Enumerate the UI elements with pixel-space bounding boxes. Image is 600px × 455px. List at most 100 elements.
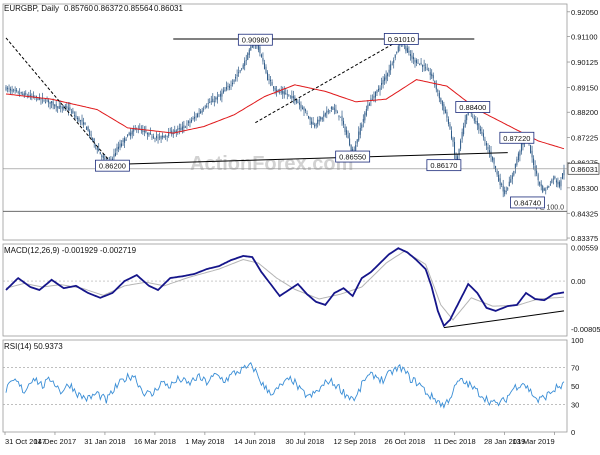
macd-signal-line — [5, 250, 565, 321]
candle-body — [338, 115, 340, 118]
candle-body — [73, 115, 75, 116]
price-annotation: 0.86200 — [95, 159, 130, 172]
candle-body — [119, 143, 121, 148]
candle-body — [5, 86, 7, 91]
panel-frames — [2, 3, 568, 433]
price-y-tick-label: 0.90125 — [571, 58, 598, 67]
candle-body — [460, 140, 462, 149]
candle-body — [473, 117, 475, 121]
candle-body — [411, 55, 413, 59]
candle-body — [57, 106, 59, 108]
candle-body — [145, 130, 147, 133]
candle-body — [70, 111, 72, 113]
candle-body — [432, 75, 434, 79]
candle-body — [560, 180, 562, 187]
price-y-tick-label: 0.84325 — [571, 209, 598, 218]
candle-body — [160, 135, 162, 139]
candle-body — [259, 46, 261, 54]
candle-body — [531, 150, 533, 158]
candle-body — [501, 183, 503, 185]
candle-body — [390, 64, 392, 71]
candle-body — [504, 189, 506, 195]
candle-body — [484, 139, 486, 141]
candle-body — [22, 93, 24, 95]
candle-body — [14, 90, 16, 91]
header-open: 0.85760 — [64, 4, 93, 13]
candle-body — [425, 67, 427, 69]
candle-body — [282, 90, 284, 94]
candle-body — [159, 136, 161, 138]
candle-body — [324, 112, 326, 116]
candle-body — [552, 178, 554, 180]
candle-body — [283, 91, 285, 95]
rsi-y-tick-label: 70 — [571, 364, 579, 373]
candle-body — [230, 84, 232, 86]
candle-body — [83, 122, 85, 125]
annotation-label: 0.86550 — [339, 153, 366, 162]
candle-body — [297, 101, 299, 104]
candle-body — [537, 174, 539, 181]
candle-body — [78, 117, 80, 122]
candle-body — [426, 68, 428, 70]
candle-body — [396, 51, 398, 54]
x-tick-label: 12 Sep 2018 — [333, 437, 376, 446]
candle-body — [321, 117, 323, 120]
candle-body — [382, 80, 384, 85]
candle-body — [551, 179, 553, 183]
candle-body — [268, 79, 270, 81]
candle-body — [194, 117, 196, 119]
watermark-layer: ActionForex.com — [190, 153, 353, 175]
candle-body — [101, 155, 103, 157]
candle-body — [487, 146, 489, 150]
candle-body — [475, 121, 477, 123]
candle-body — [209, 102, 211, 103]
rsi-line — [5, 362, 565, 410]
candle-body — [270, 79, 272, 82]
price-panel: FE 100.0 0.86200 0.90980 0.91010 0.86550 0.88… — [3, 33, 567, 212]
candle-body — [183, 125, 185, 128]
candle-body — [248, 49, 250, 55]
rsi-y-tick-label: 50 — [571, 382, 579, 391]
candle-body — [373, 95, 375, 99]
candle-body — [314, 124, 316, 127]
rsi-y-tick-label: 100 — [571, 336, 584, 345]
macd-y-tick-label: 0.00559 — [571, 244, 598, 253]
candle-body — [175, 130, 177, 132]
candle-body — [520, 143, 522, 152]
candle-body — [417, 62, 419, 64]
candle-body — [222, 90, 224, 93]
candle-body — [288, 94, 290, 96]
annotation-box — [426, 159, 462, 172]
price-y-tick-label: 0.85300 — [571, 184, 598, 193]
last-price-label: 0.86031 — [571, 165, 598, 174]
candle-body — [224, 89, 226, 92]
header-high: 0.86372 — [94, 4, 123, 13]
price-y-tick-label: 0.83375 — [571, 234, 598, 243]
candle-body — [361, 124, 363, 128]
candle-body — [393, 60, 395, 63]
x-tick-label: 28 Jan 2019 — [484, 437, 525, 446]
candle-body — [239, 70, 241, 72]
annotation-label: 0.91010 — [388, 35, 415, 44]
candle-body — [412, 56, 414, 60]
price-y-tick-label: 0.86275 — [571, 158, 598, 167]
candle-body — [292, 96, 294, 99]
x-tick-label: 14 Dec 2017 — [34, 437, 77, 446]
candle-body — [114, 152, 116, 156]
candle-body — [371, 99, 373, 101]
candle-body — [355, 144, 357, 151]
candle-body — [502, 185, 504, 192]
candle-body — [376, 90, 378, 94]
candle-body — [452, 138, 454, 142]
candle-body — [200, 111, 202, 114]
x-tick-label: 31 Jan 2018 — [84, 437, 125, 446]
candle-body — [276, 90, 278, 93]
candle-body — [447, 119, 449, 124]
candle-body — [298, 102, 300, 105]
candle-body — [381, 82, 383, 85]
candle-body — [437, 90, 439, 92]
candle-body — [391, 63, 393, 65]
x-tick-label: 1 May 2018 — [185, 437, 224, 446]
candle-body — [464, 119, 466, 127]
